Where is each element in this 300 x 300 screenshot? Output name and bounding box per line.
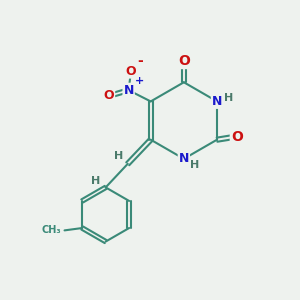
Text: CH₃: CH₃ xyxy=(41,225,61,236)
Text: H: H xyxy=(224,93,233,103)
Text: N: N xyxy=(212,95,222,108)
Text: H: H xyxy=(114,151,124,160)
Text: +: + xyxy=(135,76,144,86)
Text: O: O xyxy=(103,89,114,102)
Text: O: O xyxy=(178,54,190,68)
Text: O: O xyxy=(231,130,243,144)
Text: N: N xyxy=(123,84,134,97)
Text: O: O xyxy=(126,64,136,78)
Text: H: H xyxy=(190,160,200,170)
Text: N: N xyxy=(179,152,189,165)
Text: H: H xyxy=(91,176,100,186)
Text: -: - xyxy=(137,54,143,68)
